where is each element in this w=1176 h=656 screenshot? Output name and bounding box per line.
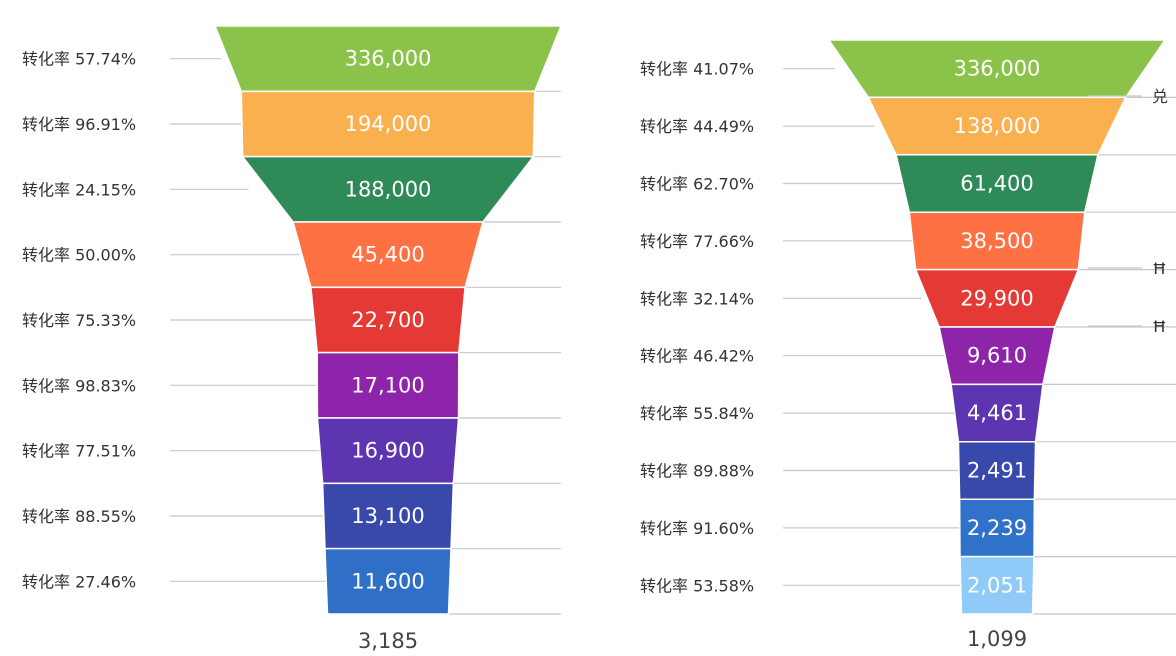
conversion-rate-label: 转化率 88.55% — [22, 507, 136, 526]
segment-value-label: 29,900 — [960, 286, 1033, 310]
conversion-rate-label: 转化率 41.07% — [640, 60, 754, 79]
conversion-rate-label: 转化率 53.58% — [640, 576, 754, 595]
segment-value-label: 11,600 — [351, 569, 424, 593]
funnel-segment — [324, 547, 452, 615]
conversion-rate-label: 转化率 57.74% — [22, 50, 136, 69]
funnel-segment — [959, 555, 1035, 615]
segment-value-label: 336,000 — [954, 57, 1041, 81]
side-label-truncated: 兑 — [1152, 87, 1168, 106]
final-count-label: 3,185 — [358, 629, 418, 653]
segment-value-label: 194,000 — [345, 112, 432, 136]
conversion-rate-label: 转化率 89.88% — [640, 462, 754, 481]
segment-value-label: 2,051 — [967, 573, 1027, 597]
segment-value-label: 22,700 — [351, 308, 424, 332]
conversion-rate-label: 转化率 55.84% — [640, 404, 754, 423]
segment-value-label: 45,400 — [351, 243, 424, 267]
conversion-rate-label: 转化率 75.33% — [22, 311, 136, 330]
conversion-rate-label: 转化率 46.42% — [640, 347, 754, 366]
segment-value-label: 9,610 — [967, 344, 1027, 368]
segment-value-label: 138,000 — [954, 114, 1041, 138]
segment-value-label: 38,500 — [960, 229, 1033, 253]
conversion-rate-label: 转化率 44.49% — [640, 117, 754, 136]
conversion-rate-label: 转化率 96.91% — [22, 115, 136, 134]
conversion-rate-label: 转化率 62.70% — [640, 175, 754, 194]
side-label-truncated: Ħ — [1152, 317, 1167, 336]
conversion-rate-label: 转化率 91.60% — [640, 519, 754, 538]
segment-value-label: 17,100 — [351, 373, 424, 397]
segment-value-label: 61,400 — [960, 172, 1033, 196]
conversion-rate-label: 转化率 77.51% — [22, 442, 136, 461]
conversion-rate-label: 转化率 32.14% — [640, 289, 754, 308]
segment-value-label: 4,461 — [967, 401, 1027, 425]
conversion-rate-label: 转化率 77.66% — [640, 232, 754, 251]
conversion-rate-label: 转化率 24.15% — [22, 180, 136, 199]
conversion-rate-label: 转化率 98.83% — [22, 376, 136, 395]
segment-value-label: 13,100 — [351, 504, 424, 528]
segment-value-label: 2,239 — [967, 516, 1027, 540]
segment-value-label: 336,000 — [345, 47, 432, 71]
segment-value-label: 16,900 — [351, 439, 424, 463]
segment-value-label: 188,000 — [345, 177, 432, 201]
conversion-rate-label: 转化率 27.46% — [22, 572, 136, 591]
side-label-truncated: Ħ — [1152, 259, 1167, 278]
conversion-rate-label: 转化率 50.00% — [22, 246, 136, 265]
final-count-label: 1,099 — [967, 627, 1027, 651]
segment-value-label: 2,491 — [967, 459, 1027, 483]
